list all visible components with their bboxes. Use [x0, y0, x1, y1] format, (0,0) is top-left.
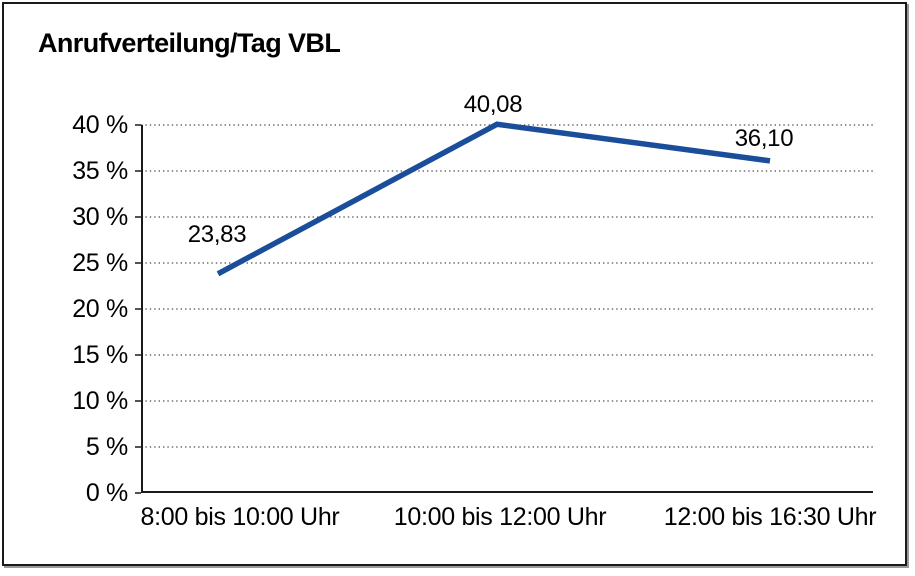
x-axis-label: 10:00 bis 12:00 Uhr: [393, 503, 607, 531]
y-axis-label: 35 %: [72, 157, 128, 185]
data-series-line: [216, 121, 771, 277]
data-label: 36,10: [734, 124, 794, 152]
plot-area: 23,83 40,08 36,10 8:00 bis 10:00 Uhr 10:00 b…: [135, 93, 877, 530]
data-label: 23,83: [187, 220, 247, 248]
chart-title: Anrufverteilung/Tag VBL: [38, 28, 341, 58]
plot-svg: [135, 121, 873, 494]
y-axis-label: 25 %: [72, 249, 128, 277]
y-axis-label: 15 %: [72, 341, 128, 369]
chart-frame: Anrufverteilung/Tag VBL 23,83 40,08 36,10 8…: [2, 2, 907, 566]
x-axis-label: 12:00 bis 16:30 Uhr: [663, 503, 877, 531]
y-axis-label: 0 %: [85, 479, 128, 507]
data-label: 40,08: [463, 91, 523, 119]
y-axis-label: 5 %: [85, 433, 128, 461]
y-axis-label: 40 %: [72, 111, 128, 139]
y-axis-label: 10 %: [72, 387, 128, 415]
y-axis-label: 20 %: [72, 295, 128, 323]
x-axis-label: 8:00 bis 10:00 Uhr: [140, 503, 340, 531]
y-axis-label: 30 %: [72, 203, 128, 231]
